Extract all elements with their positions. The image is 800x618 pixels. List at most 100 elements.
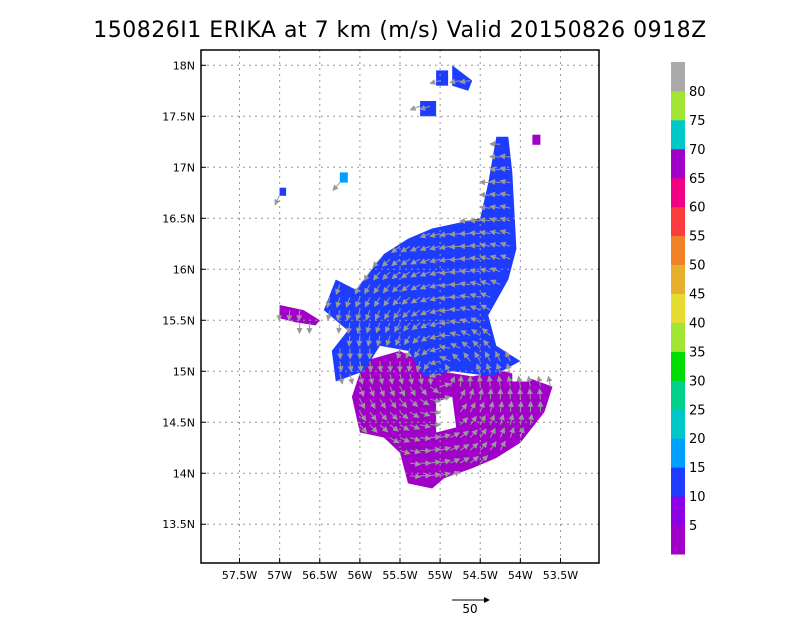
wind-vector-34 bbox=[354, 284, 361, 295]
wind-vector-137 bbox=[429, 397, 442, 404]
wind-vector-265 bbox=[479, 204, 491, 211]
wind-vector-216 bbox=[460, 330, 471, 337]
wind-vector-249 bbox=[489, 414, 496, 425]
wind-vector-21 bbox=[345, 309, 352, 321]
wind-vector-209 bbox=[469, 429, 478, 438]
x-tick-label-6: 54.5W bbox=[463, 569, 498, 582]
colorbar-label-6: 35 bbox=[689, 345, 706, 360]
wind-vector-286 bbox=[489, 153, 501, 160]
colorbar-band-14 bbox=[671, 119, 685, 150]
wind-vector-214 bbox=[463, 352, 471, 362]
wind-vector-105 bbox=[402, 309, 411, 319]
wind-vector-257 bbox=[480, 304, 491, 311]
wind-vector-281 bbox=[489, 216, 501, 223]
wind-vector-250 bbox=[488, 401, 495, 413]
wind-vector-12 bbox=[335, 309, 342, 322]
wind-vector-267 bbox=[479, 179, 491, 186]
wind-vector-308 bbox=[516, 375, 523, 387]
region-main-wind-field-blue bbox=[323, 136, 521, 382]
reference-vector: 50 bbox=[452, 597, 490, 616]
colorbar-label-13: 70 bbox=[689, 143, 706, 158]
wind-vector-93 bbox=[409, 460, 422, 467]
colorbar-band-2 bbox=[671, 467, 685, 497]
colorbar-band-9 bbox=[671, 264, 685, 294]
wind-regions bbox=[279, 65, 553, 489]
wind-vector-109 bbox=[400, 258, 411, 266]
wind-vector-141 bbox=[421, 347, 431, 356]
region-west-blob bbox=[279, 187, 287, 196]
reference-label: 50 bbox=[462, 602, 477, 616]
wind-vector-110 bbox=[400, 245, 411, 253]
wind-vector-217 bbox=[459, 318, 471, 324]
wind-vector-37 bbox=[369, 399, 376, 410]
wind-vector-220 bbox=[459, 280, 471, 287]
wind-vector-170 bbox=[429, 79, 441, 85]
wind-vector-25 bbox=[359, 399, 366, 410]
wind-vector-36 bbox=[369, 411, 377, 421]
wind-vector-306 bbox=[517, 400, 524, 413]
wind-vector-33 bbox=[355, 297, 361, 308]
y-tick-label-4: 15.5N bbox=[162, 314, 195, 327]
wind-vector-19 bbox=[346, 335, 353, 347]
wind-vector-172 bbox=[449, 458, 461, 464]
colorbar-band-7 bbox=[671, 322, 685, 352]
colorbar-label-7: 40 bbox=[689, 317, 706, 332]
wind-vector-151 bbox=[419, 104, 431, 111]
wind-vector-307 bbox=[517, 388, 524, 400]
colorbar-label-15: 80 bbox=[689, 85, 706, 100]
wind-vector-227 bbox=[479, 454, 489, 464]
wind-vector-190 bbox=[459, 430, 470, 438]
wind-vector-144 bbox=[420, 309, 431, 316]
wind-vector-177 bbox=[439, 356, 451, 362]
wind-vector-228 bbox=[479, 441, 488, 451]
wind-vector-119 bbox=[418, 373, 424, 385]
wind-vector-182 bbox=[438, 294, 451, 301]
wind-vector-309 bbox=[528, 413, 535, 425]
wind-vector-136 bbox=[430, 409, 442, 416]
wind-vector-280 bbox=[489, 229, 501, 236]
wind-vector-263 bbox=[479, 229, 491, 236]
wind-vector-90 bbox=[391, 258, 401, 267]
wind-vector-73 bbox=[382, 271, 391, 281]
colorbar-label-5: 30 bbox=[689, 374, 706, 389]
wind-vector-243 bbox=[469, 255, 481, 262]
wind-vector-302 bbox=[499, 166, 511, 173]
wind-vector-222 bbox=[458, 255, 471, 262]
wind-vector-162 bbox=[429, 321, 441, 328]
wind-vector-76 bbox=[399, 437, 411, 443]
wind-vector-75 bbox=[399, 449, 411, 455]
wind-vector-218 bbox=[459, 305, 471, 312]
wind-vector-275 bbox=[495, 351, 501, 362]
wind-vector-183 bbox=[439, 282, 451, 289]
wind-vector-58 bbox=[373, 284, 381, 294]
y-tick-label-7: 17N bbox=[173, 161, 195, 174]
wind-vector-269 bbox=[499, 427, 506, 438]
wind-vector-185 bbox=[439, 256, 451, 263]
wind-vector-70 bbox=[384, 309, 391, 320]
wind-vector-101 bbox=[406, 361, 413, 373]
wind-vector-311 bbox=[527, 388, 533, 400]
colorbar: 5 10 15 20 25 30 35 40 45 50 55 60 65 70 75 80 bbox=[671, 62, 706, 555]
wind-vector-53 bbox=[377, 361, 384, 373]
wind-vector-316 bbox=[546, 375, 553, 387]
wind-vector-81 bbox=[398, 373, 405, 385]
wind-vector-186 bbox=[439, 244, 451, 251]
colorbar-label-10: 55 bbox=[689, 230, 706, 245]
wind-vector-43 bbox=[365, 322, 372, 334]
wind-vector-256 bbox=[481, 328, 491, 336]
wind-vector-298 bbox=[499, 216, 511, 223]
wind-vector-242 bbox=[469, 267, 481, 274]
wind-vector-165 bbox=[429, 283, 441, 289]
wind-vector-27 bbox=[358, 373, 365, 385]
region-cyan-blob bbox=[339, 172, 348, 183]
wind-vector-120 bbox=[415, 360, 422, 372]
wind-vector-78 bbox=[399, 411, 409, 420]
wind-vector-251 bbox=[487, 388, 494, 400]
wind-vector-304 bbox=[518, 426, 525, 438]
wind-vector-118 bbox=[419, 386, 427, 396]
wind-vector-219 bbox=[459, 293, 471, 300]
axis-ticks: 57.5W 57W 56.5W 56W 55.5W 55W 54.5W 54W 53.5W 13.… bbox=[162, 59, 578, 582]
y-tick-label-1: 14N bbox=[173, 467, 195, 480]
wind-vector-6 bbox=[325, 310, 332, 322]
